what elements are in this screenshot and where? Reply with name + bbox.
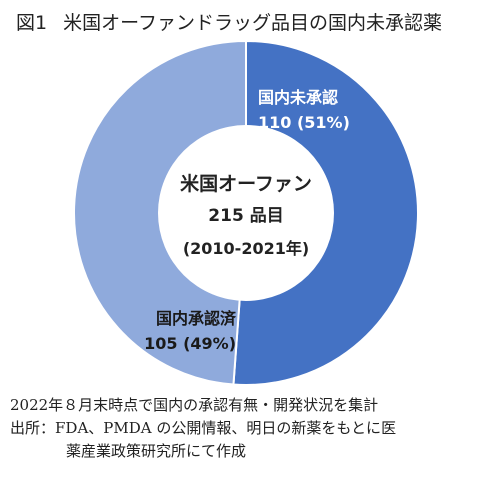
source-line-2: 薬産業政策研究所にて作成 bbox=[66, 442, 247, 460]
slice-label-approved-value: 105 (49%) bbox=[144, 334, 236, 353]
center-text-line-2: 215 品目 bbox=[208, 206, 283, 226]
source-text-1: FDA、PMDA の公開情報、明日の新薬をもとに医 bbox=[55, 419, 397, 437]
donut-hole bbox=[158, 125, 334, 301]
note-line-1: 2022年８月末時点で国内の承認有無・開発状況を集計 bbox=[10, 396, 379, 414]
notes: 2022年８月末時点で国内の承認有無・開発状況を集計 出所：FDA、PMDA の… bbox=[10, 394, 492, 463]
source-line-1: 出所：FDA、PMDA の公開情報、明日の新薬をもとに医 bbox=[10, 417, 492, 440]
source-prefix: 出所： bbox=[10, 419, 56, 437]
figure-number: 図1 bbox=[16, 12, 48, 34]
donut-chart: 米国オーファン 215 品目 (2010-2021年) 国内未承認 110 (5… bbox=[73, 40, 419, 385]
slice-label-unapproved: 国内未承認 110 (51%) bbox=[258, 88, 350, 132]
figure-title-text: 米国オーファンドラッグ品目の国内未承認薬 bbox=[63, 12, 442, 34]
slice-label-unapproved-name: 国内未承認 bbox=[258, 88, 338, 107]
slice-label-approved-name: 国内承認済 bbox=[156, 309, 237, 328]
slice-label-approved: 国内承認済 105 (49%) bbox=[144, 309, 237, 353]
figure-title: 図1 米国オーファンドラッグ品目の国内未承認薬 bbox=[12, 8, 442, 35]
center-text-line-3: (2010-2021年) bbox=[183, 239, 309, 258]
slice-label-unapproved-value: 110 (51%) bbox=[258, 113, 350, 132]
center-text: 米国オーファン 215 品目 (2010-2021年) bbox=[180, 172, 312, 258]
center-text-line-1: 米国オーファン bbox=[180, 172, 312, 195]
